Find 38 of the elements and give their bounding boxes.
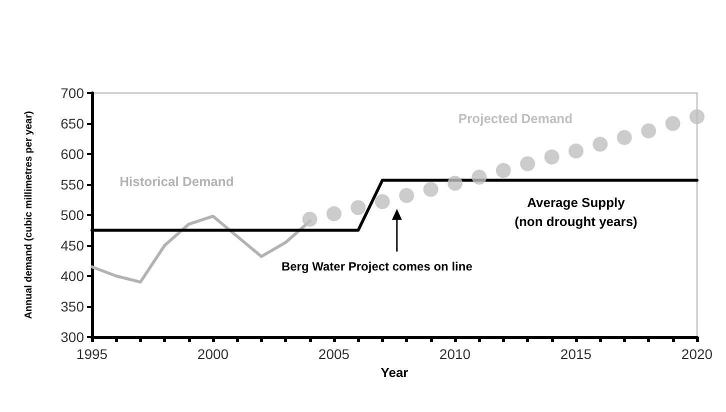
x-tick-label: 1995 bbox=[76, 346, 108, 362]
point bbox=[592, 136, 608, 152]
x-axis-title: Year bbox=[380, 364, 408, 380]
series-label: Projected Demand bbox=[458, 111, 573, 126]
series-label: Average Supply (non drought years) bbox=[514, 194, 638, 229]
y-tick-label: 500 bbox=[60, 207, 84, 223]
point bbox=[423, 182, 438, 197]
point bbox=[350, 200, 366, 216]
point bbox=[641, 123, 656, 138]
point bbox=[616, 130, 632, 146]
x-tick-label: 2000 bbox=[197, 346, 229, 362]
point bbox=[399, 188, 414, 203]
point bbox=[520, 156, 536, 172]
y-tick-label: 350 bbox=[60, 298, 84, 314]
point bbox=[568, 143, 584, 158]
y-tick-label: 600 bbox=[60, 146, 84, 162]
x-tick-label: 2020 bbox=[681, 346, 713, 362]
annotation: Berg Water Project comes on line bbox=[281, 260, 473, 274]
point bbox=[302, 212, 318, 227]
y-tick-label: 400 bbox=[60, 268, 84, 284]
y-axis-title: Annual demand (cubic millimetres per year) bbox=[24, 111, 34, 319]
y-tick-label: 700 bbox=[60, 85, 84, 101]
point bbox=[472, 170, 487, 185]
x-tick-label: 2005 bbox=[318, 346, 350, 362]
point bbox=[544, 150, 560, 165]
x-tick-label: 2010 bbox=[439, 346, 471, 362]
point bbox=[665, 116, 680, 131]
point bbox=[326, 206, 342, 222]
y-tick-label: 300 bbox=[60, 329, 84, 345]
point bbox=[496, 162, 511, 178]
y-tick-label: 450 bbox=[60, 238, 84, 254]
point bbox=[448, 176, 462, 191]
x-tick-label: 2015 bbox=[560, 346, 592, 362]
y-tick-label: 550 bbox=[60, 176, 84, 192]
text: Historical Demand bbox=[120, 174, 234, 189]
y-tick-label: 650 bbox=[60, 116, 84, 132]
point bbox=[690, 109, 704, 124]
point bbox=[374, 194, 390, 210]
